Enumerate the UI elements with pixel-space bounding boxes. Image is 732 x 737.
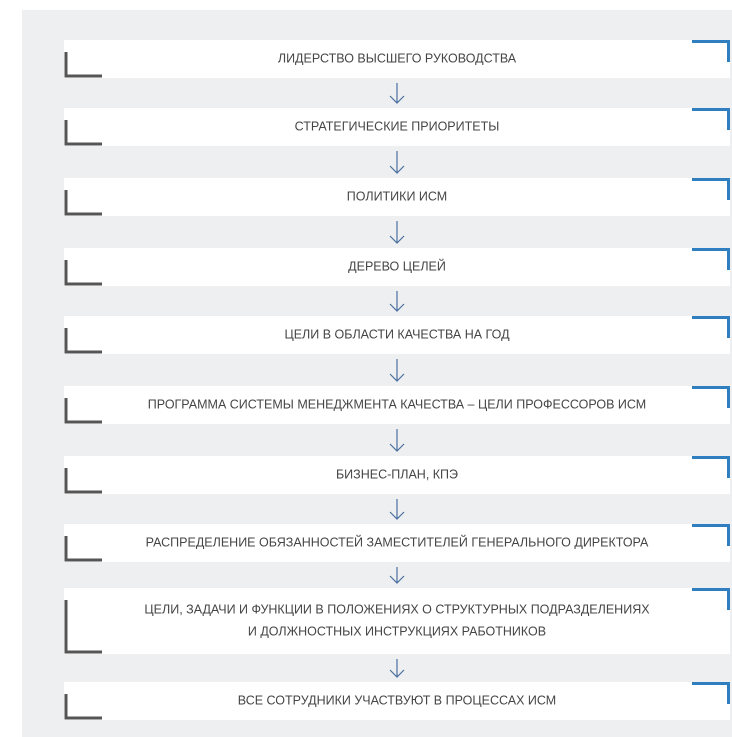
node-label: И ДОЛЖНОСТНЫХ ИНСТРУКЦИЯХ РАБОТНИКОВ — [248, 624, 546, 638]
node-box — [64, 456, 730, 494]
right-bracket — [692, 386, 730, 408]
node-box — [64, 316, 730, 354]
left-bracket — [64, 694, 102, 720]
arrow — [389, 291, 405, 312]
node-box — [64, 588, 730, 654]
right-bracket — [692, 588, 730, 610]
node-label: ДЕРЕВО ЦЕЛЕЙ — [348, 258, 446, 273]
right-bracket — [692, 108, 730, 130]
arrow — [389, 151, 405, 174]
left-bracket — [64, 536, 102, 562]
node-label: ПОЛИТИКИ ИСМ — [347, 189, 447, 203]
right-bracket — [692, 40, 730, 62]
left-bracket — [64, 328, 102, 354]
node-box — [64, 682, 730, 720]
arrow — [389, 567, 405, 584]
node-label: СТРАТЕГИЧЕСКИЕ ПРИОРИТЕТЫ — [295, 119, 500, 133]
right-bracket — [692, 682, 730, 704]
arrow — [389, 83, 405, 104]
node-box — [64, 386, 730, 424]
node-box — [64, 524, 730, 562]
left-bracket — [64, 398, 102, 424]
right-bracket — [692, 456, 730, 478]
right-bracket — [692, 178, 730, 200]
left-bracket — [64, 120, 102, 146]
node-label: БИЗНЕС-ПЛАН, КПЭ — [336, 467, 458, 481]
node-label: ЦЕЛИ, ЗАДАЧИ И ФУНКЦИИ В ПОЛОЖЕНИЯХ О СТ… — [144, 602, 650, 616]
right-bracket — [692, 524, 730, 546]
left-bracket — [64, 468, 102, 494]
node-box — [64, 108, 730, 146]
node-label: ЦЕЛИ В ОБЛАСТИ КАЧЕСТВА НА ГОД — [284, 327, 510, 341]
node-box — [64, 40, 730, 78]
left-bracket — [64, 190, 102, 216]
node-label: ВСЕ СОТРУДНИКИ УЧАСТВУЮТ В ПРОЦЕССАХ ИСМ — [238, 693, 556, 707]
node-box — [64, 178, 730, 216]
node-box — [64, 248, 730, 286]
node-label: РАСПРЕДЕЛЕНИЕ ОБЯЗАННОСТЕЙ ЗАМЕСТИТЕЛЕЙ … — [146, 534, 649, 549]
right-bracket — [692, 316, 730, 338]
right-bracket — [692, 248, 730, 270]
arrow — [389, 499, 405, 520]
node-label: ПРОГРАММА СИСТЕМЫ МЕНЕДЖМЕНТА КАЧЕСТВА –… — [148, 397, 646, 411]
arrow — [389, 359, 405, 382]
node-label: ЛИДЕРСТВО ВЫСШЕГО РУКОВОДСТВА — [278, 51, 517, 65]
left-bracket — [64, 260, 102, 286]
arrow — [389, 659, 405, 678]
arrow — [389, 221, 405, 244]
arrow — [389, 429, 405, 452]
left-bracket — [64, 600, 102, 654]
left-bracket — [64, 52, 102, 78]
